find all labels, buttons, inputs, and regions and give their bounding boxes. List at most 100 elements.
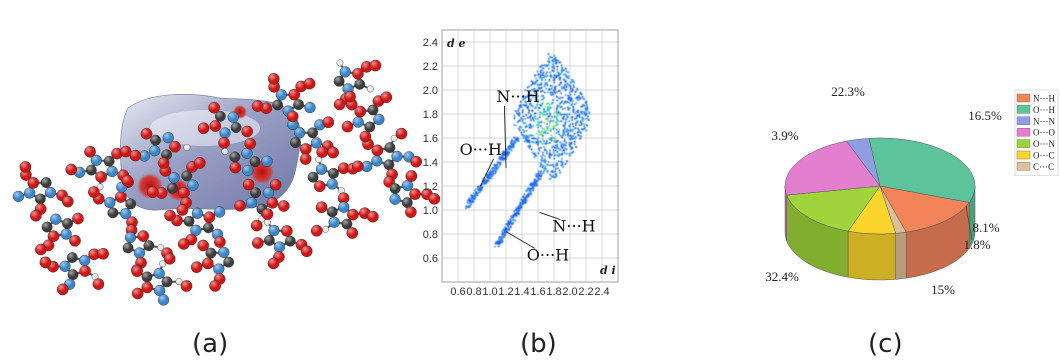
density-point (476, 188, 479, 191)
density-point (527, 92, 530, 95)
density-point (584, 107, 587, 110)
density-point (506, 229, 508, 232)
density-point (536, 183, 538, 186)
density-point (537, 95, 540, 97)
density-point (540, 173, 543, 175)
density-point (485, 182, 487, 185)
density-point (571, 130, 574, 133)
atom-highlight (125, 232, 136, 243)
atom-highlight (315, 156, 323, 163)
density-point (580, 122, 583, 125)
pie-slice-label: 15% (931, 282, 955, 297)
density-point (528, 126, 531, 129)
tick-labels: 0.6 0.8 1.0 1.2 1.4 1.6 1.8 2.0 2.2 2.40.60.81.01… (423, 37, 610, 298)
density-point (535, 77, 537, 80)
atom-highlight (275, 89, 287, 101)
atom-highlight (315, 201, 328, 213)
atom-highlight (162, 132, 174, 144)
density-point (540, 64, 543, 67)
density-point (558, 83, 561, 86)
density-point (536, 70, 539, 73)
density-point (566, 71, 569, 74)
atom-highlight (367, 104, 379, 116)
density-point (547, 67, 550, 70)
density-point (536, 176, 538, 178)
density-point (527, 90, 530, 93)
pie-labels: 15% 32.4% 3.9% 22.3% 16.5% 8.1% 1.8% (765, 84, 1002, 297)
density-point (471, 195, 473, 197)
density-point (541, 73, 544, 76)
density-point (580, 110, 583, 113)
density-point (501, 241, 503, 243)
density-point (506, 227, 508, 230)
pie-slice-label: 8.1% (972, 220, 999, 235)
density-point (534, 115, 537, 117)
density-point (515, 137, 518, 140)
density-point (576, 127, 579, 130)
density-point (562, 73, 565, 76)
density-point (571, 109, 574, 112)
density-point (553, 157, 556, 160)
atom-highlight (149, 145, 161, 157)
density-point (528, 85, 531, 88)
atom-highlight (344, 91, 356, 103)
density-point (512, 222, 515, 225)
density-point (575, 110, 578, 113)
density-point (541, 90, 544, 93)
density-point (530, 184, 532, 187)
density-point (564, 120, 567, 123)
atom-highlight (281, 225, 293, 237)
density-point (513, 212, 516, 214)
pie-slice-label: 22.3% (831, 84, 865, 99)
atom-highlight (341, 121, 354, 133)
density-point (572, 150, 575, 153)
y-tick-label: 0.8 (423, 229, 438, 241)
density-point (529, 134, 532, 136)
density-point (527, 140, 530, 143)
density-point (586, 107, 589, 110)
density-point (525, 201, 527, 204)
density-point (530, 190, 532, 193)
atom-highlight (294, 127, 306, 139)
atom-highlight (122, 242, 134, 254)
density-point (534, 182, 537, 185)
density-point (564, 100, 567, 103)
density-point (573, 93, 576, 96)
density-point (561, 66, 564, 69)
density-point (555, 164, 557, 167)
density-point (543, 113, 546, 116)
density-point (498, 158, 500, 160)
density-point (577, 114, 580, 117)
density-point (532, 134, 534, 137)
atom-highlight (111, 148, 123, 160)
density-point (546, 102, 549, 105)
density-point (503, 234, 506, 236)
atom-highlight (384, 142, 396, 153)
density-point (527, 194, 530, 196)
atom-highlight (150, 134, 161, 146)
density-point (569, 94, 572, 96)
density-point (507, 152, 510, 155)
density-point (564, 94, 567, 97)
density-point (544, 78, 547, 81)
density-point (542, 170, 545, 173)
atom-highlight (147, 186, 159, 198)
density-point (512, 143, 515, 145)
density-point (551, 120, 554, 122)
pie-slice-label: 32.4% (765, 269, 799, 284)
density-point (560, 120, 563, 123)
atom-highlight (143, 240, 155, 251)
density-point (531, 105, 534, 108)
atom-highlight (278, 200, 290, 212)
density-point (561, 107, 564, 110)
density-point (572, 107, 575, 110)
density-point (552, 164, 555, 167)
atom-highlight (338, 162, 350, 174)
atom-highlight (40, 177, 52, 188)
density-point (499, 164, 501, 166)
density-point (540, 174, 543, 177)
density-point (550, 146, 553, 149)
density-point (572, 84, 575, 87)
density-point (584, 117, 587, 120)
density-point (524, 97, 527, 100)
